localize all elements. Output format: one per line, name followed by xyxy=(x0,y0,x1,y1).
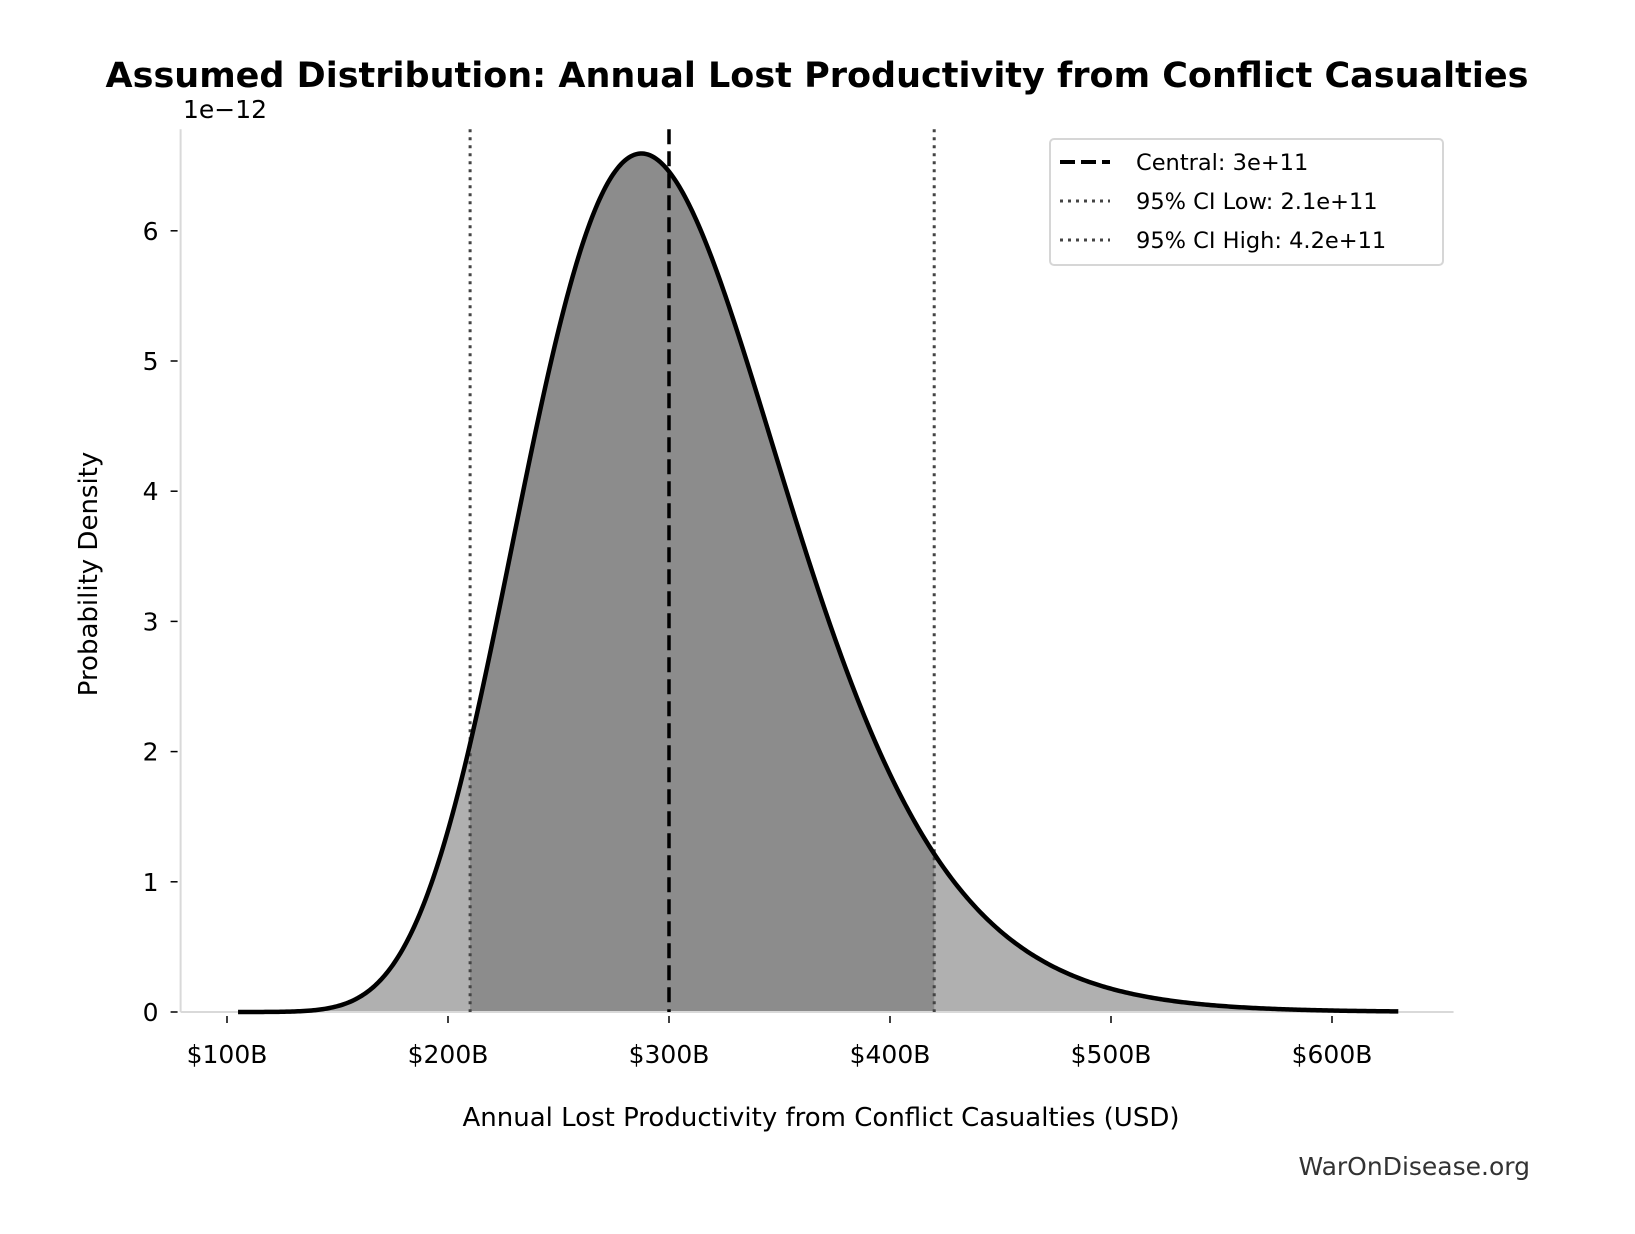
y-offset-label: 1e−12 xyxy=(183,95,267,124)
y-tick-label: 0 xyxy=(143,998,159,1027)
x-tick-label: $100B xyxy=(187,1040,268,1069)
x-tick-label: $300B xyxy=(629,1040,710,1069)
y-tick-label: 4 xyxy=(143,477,159,506)
chart-title: Assumed Distribution: Annual Lost Produc… xyxy=(106,56,1529,96)
y-tick-label: 6 xyxy=(143,217,159,246)
x-tick-label: $600B xyxy=(1292,1040,1373,1069)
ci-fill-area xyxy=(470,153,935,1012)
legend-label: 95% CI Low: 2.1e+11 xyxy=(1136,189,1378,215)
y-tick-label: 1 xyxy=(143,868,159,897)
y-tick-label: 3 xyxy=(143,607,159,636)
x-tick-label: $500B xyxy=(1071,1040,1152,1069)
y-axis-label: Probability Density xyxy=(74,452,104,697)
x-tick-label: $200B xyxy=(408,1040,489,1069)
legend-label: Central: 3e+11 xyxy=(1136,150,1308,176)
y-tick-label: 5 xyxy=(143,347,159,376)
legend: Central: 3e+11 95% CI Low: 2.1e+11 95% CI … xyxy=(1049,138,1444,266)
x-axis-label: Annual Lost Productivity from Conflict C… xyxy=(463,1103,1180,1133)
watermark: WarOnDisease.org xyxy=(1298,1152,1530,1181)
x-tick-label: $400B xyxy=(850,1040,931,1069)
y-tick-label: 2 xyxy=(143,738,159,767)
plot-area: $100B $200B $300B $400B $500B $600B 0 1 2 3 4 5 6 xyxy=(143,129,1454,1069)
density-curve xyxy=(238,151,1399,1015)
legend-box xyxy=(1049,138,1444,266)
legend-label: 95% CI High: 4.2e+11 xyxy=(1136,228,1386,254)
